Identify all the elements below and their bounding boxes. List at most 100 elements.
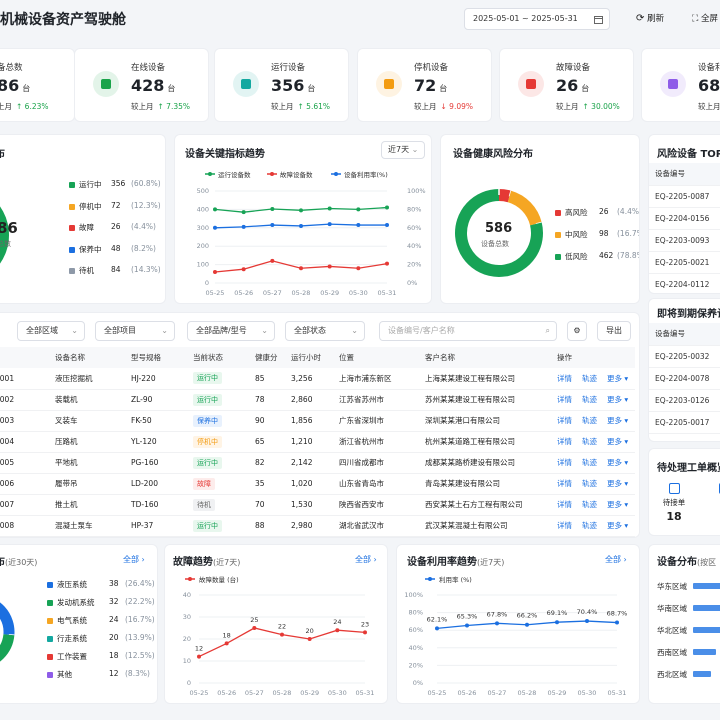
- more-link[interactable]: 更多: [607, 416, 622, 425]
- region-filter[interactable]: 全部区域 ⌄: [17, 321, 85, 341]
- project-filter[interactable]: 全部项目 ⌄: [95, 321, 175, 341]
- table-row[interactable]: 0007 推土机 TD-160 待机 70 1,530 陕西省西安市 西安某某土石方工程有限公…: [0, 494, 635, 515]
- legend-swatch: [47, 654, 53, 660]
- track-link[interactable]: 轨迹: [582, 521, 597, 530]
- detail-link[interactable]: 详情: [557, 395, 572, 404]
- table-row[interactable]: EQ-2204-0099: [649, 433, 720, 441]
- legend-marker: [188, 577, 192, 581]
- data-label: 24: [333, 618, 341, 626]
- workorder-item[interactable]: 待接单 18: [659, 483, 689, 523]
- export-button[interactable]: 导出: [597, 321, 631, 341]
- more-link[interactable]: 更多: [607, 479, 622, 488]
- table-row[interactable]: 0008 混凝土泵车 HP-37 运行中 88 2,980 湖北省武汉市 武汉某某混凝土有限公…: [0, 515, 635, 536]
- maintenance-table: 设备编号 EQ-2205-0032 EQ-2204-0078 EQ-2203-012…: [649, 323, 720, 441]
- brand-filter[interactable]: 全部品牌/型号 ⌄: [187, 321, 275, 341]
- track-link[interactable]: 轨迹: [582, 458, 597, 467]
- legend-pct: (4.4%): [617, 207, 640, 216]
- legend-name: 停机中: [79, 201, 102, 211]
- donut-slice: [507, 190, 542, 226]
- table-row[interactable]: EQ-2205-0032: [649, 345, 720, 368]
- customer-name: 苏州某某建设工程有限公司: [425, 395, 515, 404]
- fault-trend-line-chart: 故障数量 (台) 0 10 20 30 40 05-25 05-26 05-27 05-28 05-…: [183, 575, 375, 697]
- table-row[interactable]: EQ-2204-0078: [649, 367, 720, 390]
- view-all-link[interactable]: 全部 ›: [355, 555, 377, 564]
- status-cell: 待机: [193, 494, 255, 515]
- track-link[interactable]: 轨迹: [582, 416, 597, 425]
- track-link[interactable]: 轨迹: [582, 437, 597, 446]
- device-id: 0003: [0, 416, 15, 425]
- view-all-link[interactable]: 全部 ›: [123, 555, 145, 564]
- date-range-picker[interactable]: 2025-05-01 ~ 2025-05-31: [464, 8, 610, 30]
- track-link[interactable]: 轨迹: [582, 373, 597, 383]
- table-row[interactable]: EQ-2205-0017: [649, 411, 720, 434]
- status-cell: 故障: [193, 473, 255, 494]
- x-tick-label: 05-26: [234, 289, 253, 297]
- x-tick-label: 05-25: [190, 689, 209, 697]
- stat-label: 设备利用: [698, 63, 720, 73]
- status-cell: 保养中: [193, 410, 255, 431]
- column-header: 设备名称: [55, 353, 85, 362]
- chevron-down-icon: ⌄: [411, 145, 419, 154]
- table-row[interactable]: EQ-2205-0021: [649, 251, 720, 274]
- donut-slice: [498, 189, 512, 203]
- more-link[interactable]: 更多: [607, 395, 622, 404]
- stat-change: 5.61%: [306, 102, 330, 111]
- track-link[interactable]: 轨迹: [582, 500, 597, 509]
- table-row[interactable]: 0003 叉装车 FK-50 保养中 90 1,856 广东省深圳市 深圳某某港口有限公司 详情…: [0, 410, 635, 431]
- data-point: [270, 207, 275, 212]
- gear-icon: ⚙: [573, 326, 581, 335]
- table-row[interactable]: 0002 装载机 ZL-90 运行中 78 2,860 江苏省苏州市 苏州某某建设工程有限公司…: [0, 389, 635, 410]
- settings-button[interactable]: ⚙: [567, 321, 587, 341]
- table-row[interactable]: EQ-2204-0156: [649, 207, 720, 230]
- device-id: 0007: [0, 500, 15, 509]
- table-row[interactable]: 0004 压路机 YL-120 停机中 65 1,210 浙江省杭州市 杭州某某道路工程有限公…: [0, 431, 635, 452]
- table-row[interactable]: EQ-2205-0087: [649, 185, 720, 208]
- workorder-item[interactable]: 处 3: [709, 483, 720, 523]
- refresh-button[interactable]: ⟳ 刷新: [636, 12, 664, 24]
- health-score: 85: [255, 373, 265, 383]
- stat-value-row: 86台: [0, 76, 30, 95]
- table-row[interactable]: EQ-2203-0126: [649, 389, 720, 412]
- more-link[interactable]: 更多: [607, 373, 622, 383]
- device-id: 0002: [0, 395, 15, 404]
- table-row[interactable]: EQ-2204-0112: [649, 273, 720, 293]
- device-model: LD-200: [131, 479, 158, 488]
- table-row[interactable]: 0006 履带吊 LD-200 故障 35 1,020 山东省青岛市 青岛某某建设有限公司 详情…: [0, 473, 635, 494]
- column-header: 当前状态: [193, 353, 223, 362]
- table-row[interactable]: 0005 平地机 PG-160 运行中 82 2,142 四川省成都市 成都某某路桥建设有限公…: [0, 452, 635, 473]
- legend-item: 行走系统 20 (13.9%): [47, 633, 155, 644]
- search-input[interactable]: 设备编号/客户名称 ⌕: [379, 321, 557, 341]
- table-row[interactable]: EQ-2203-0093: [649, 229, 720, 252]
- more-link[interactable]: 更多: [607, 500, 622, 509]
- detail-link[interactable]: 详情: [557, 521, 572, 530]
- run-hours: 1,210: [291, 437, 313, 446]
- track-link[interactable]: 轨迹: [582, 395, 597, 404]
- more-link[interactable]: 更多: [607, 521, 622, 530]
- legend-item: 低风险 462(78.8%): [555, 251, 639, 262]
- more-link[interactable]: 更多: [607, 458, 622, 467]
- table-row[interactable]: 0001 液压挖掘机 HJ-220 运行中 85 3,256 上海市浦东新区 上海某某建设工程…: [0, 368, 635, 389]
- detail-link[interactable]: 详情: [557, 479, 572, 488]
- data-point: [197, 654, 201, 659]
- x-tick-label: 05-28: [518, 689, 537, 697]
- column-header: 操作: [557, 353, 572, 362]
- status-filter[interactable]: 全部状态 ⌄: [285, 321, 365, 341]
- detail-link[interactable]: 详情: [557, 416, 572, 425]
- run-hours: 1,020: [291, 479, 313, 488]
- data-point: [213, 269, 217, 274]
- fullscreen-button[interactable]: ⛶ 全屏: [692, 12, 718, 24]
- device-id: 0006: [0, 479, 15, 488]
- more-link[interactable]: 更多: [607, 437, 622, 446]
- y2-tick-label: 0%: [407, 279, 417, 287]
- detail-link[interactable]: 详情: [557, 500, 572, 509]
- track-link[interactable]: 轨迹: [582, 479, 597, 488]
- detail-link[interactable]: 详情: [557, 437, 572, 446]
- view-all-link[interactable]: 全部 ›: [605, 555, 627, 564]
- detail-link[interactable]: 详情: [557, 458, 572, 467]
- range-select[interactable]: 近7天 ⌄: [381, 141, 426, 159]
- data-label: 66.2%: [517, 612, 538, 620]
- card-title: 设备关键指标趋势: [185, 149, 265, 160]
- detail-link[interactable]: 详情: [557, 373, 572, 383]
- device-code: EQ-2205-0032: [649, 345, 720, 368]
- document-icon: [668, 483, 680, 494]
